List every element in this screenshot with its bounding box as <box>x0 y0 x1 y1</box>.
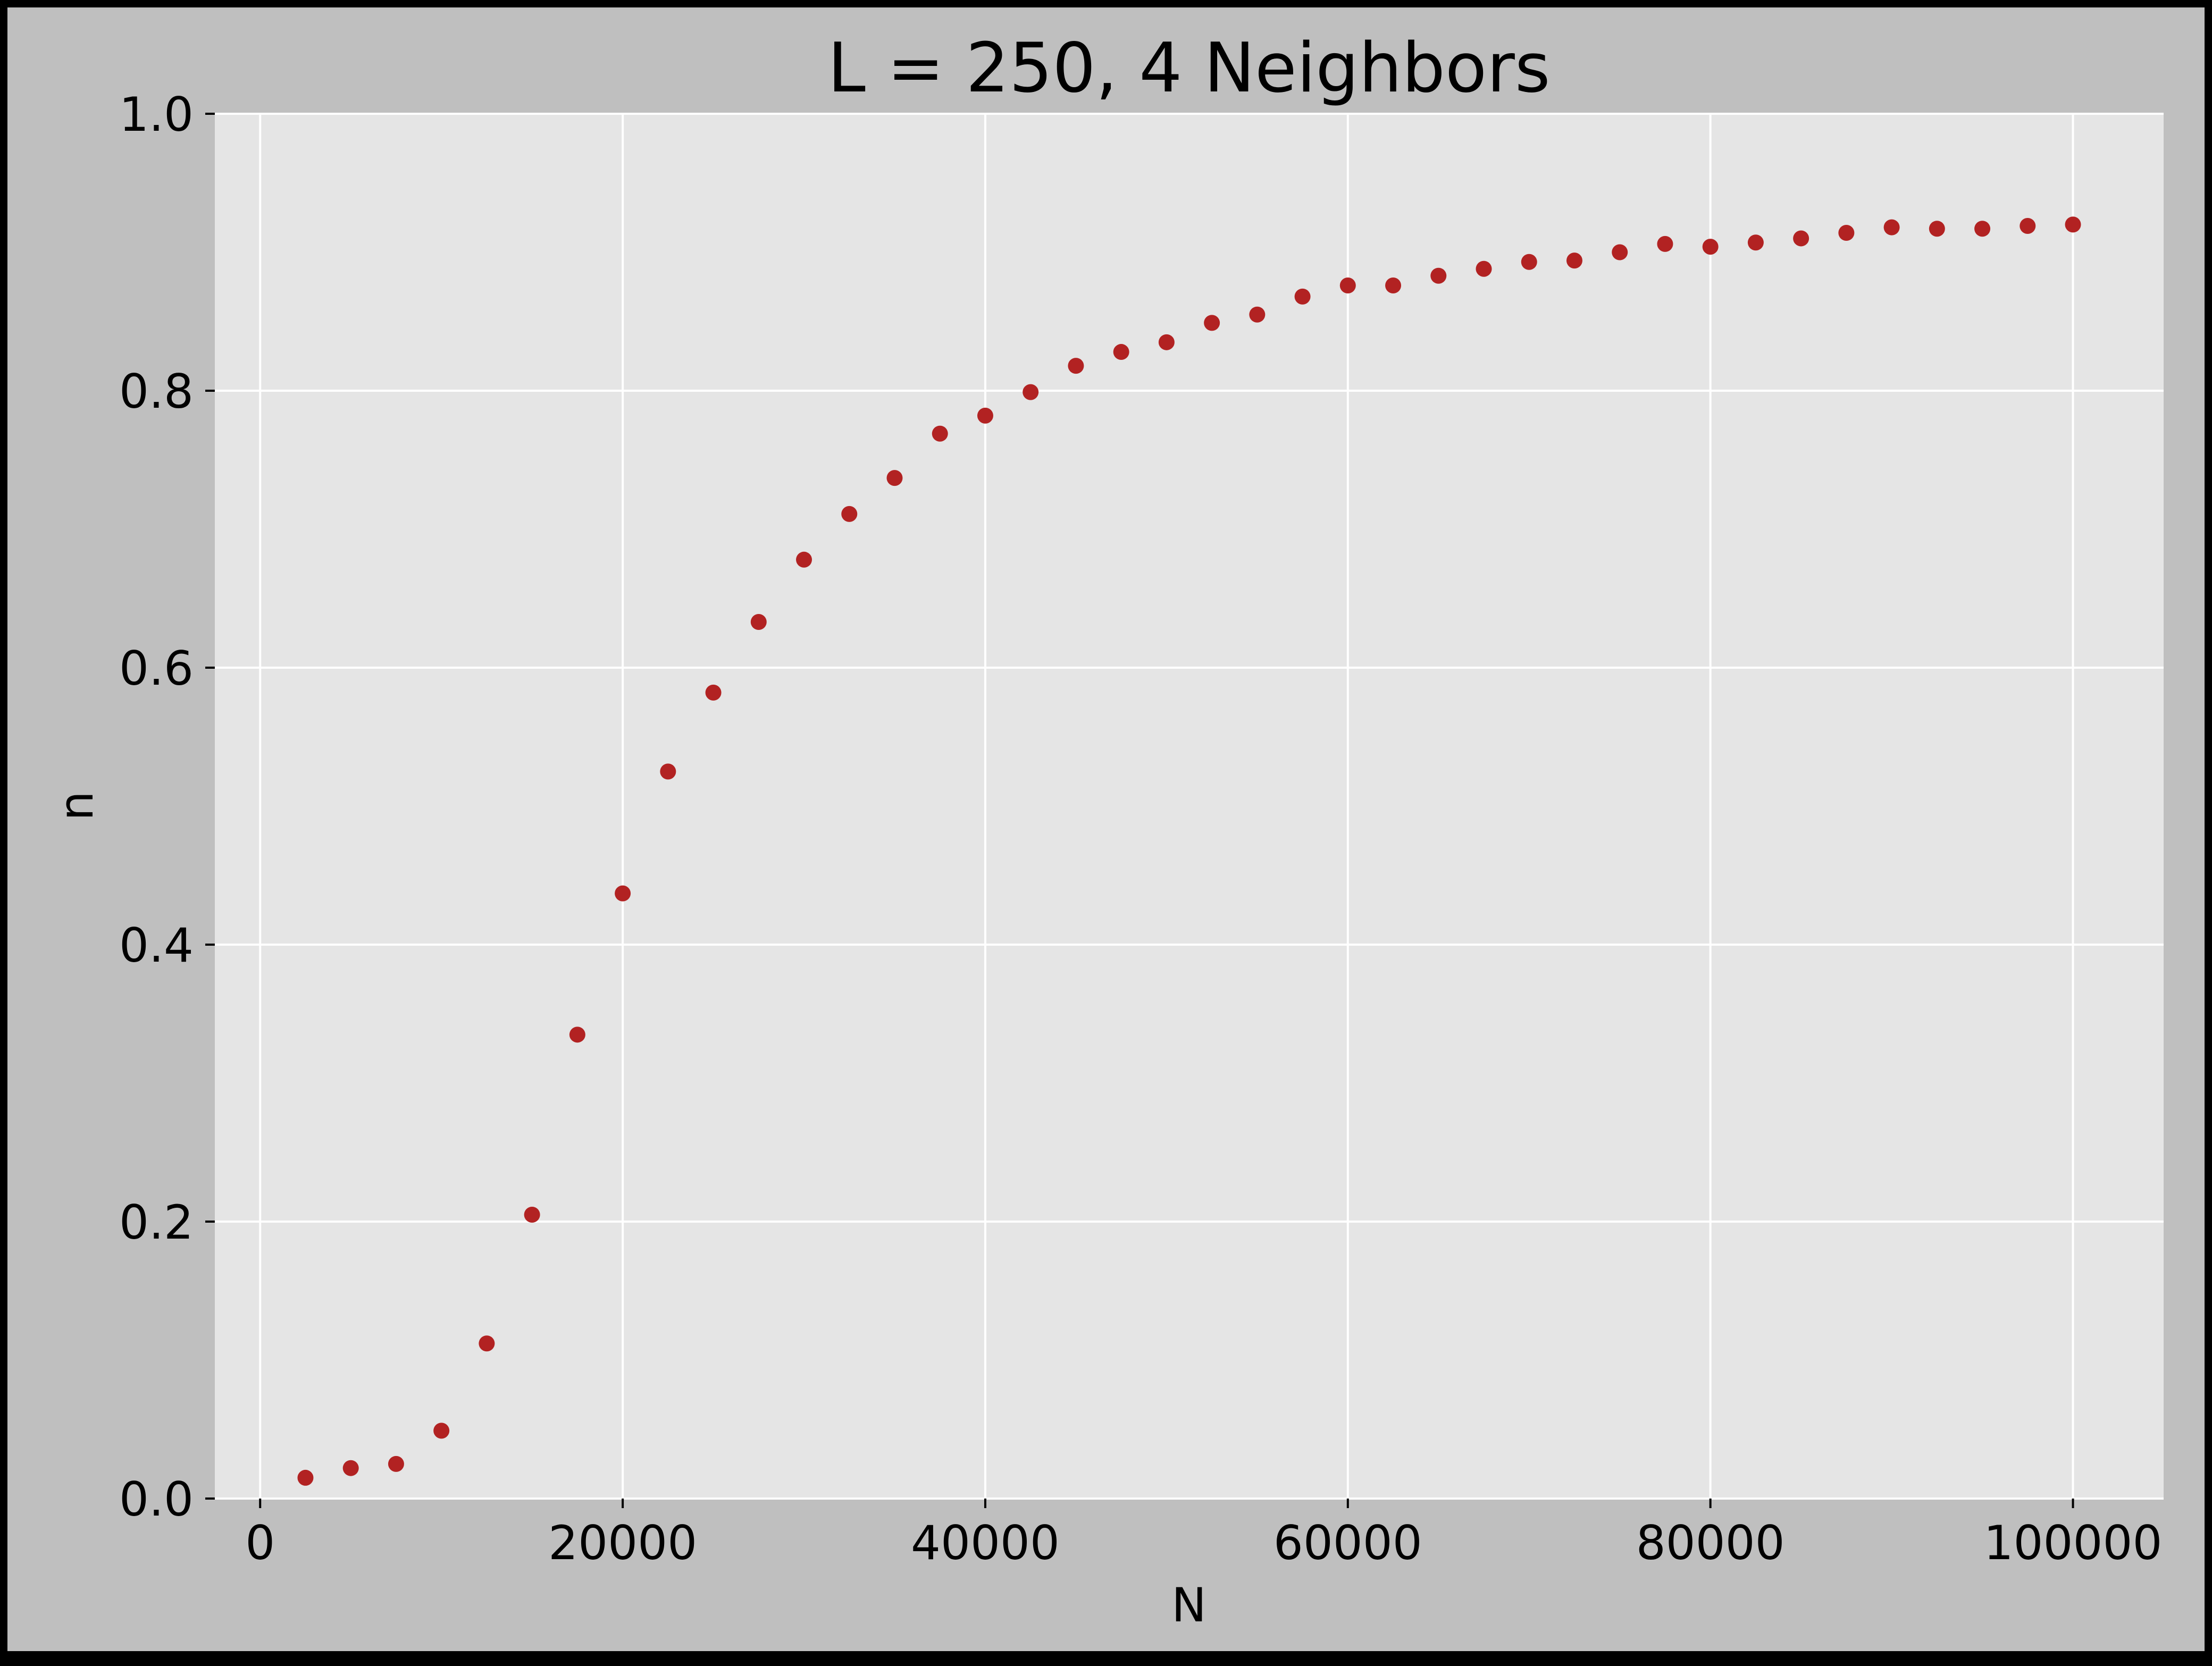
data-point <box>433 1423 450 1439</box>
data-point <box>1204 315 1220 331</box>
data-point <box>705 684 722 701</box>
chart-title: L = 250, 4 Neighbors <box>827 29 1550 108</box>
data-point <box>342 1460 359 1476</box>
x-axis-label: N <box>1171 1578 1206 1633</box>
data-point <box>1521 254 1537 270</box>
data-point <box>1385 277 1402 294</box>
plot-area <box>215 114 2164 1499</box>
data-point <box>1657 235 1673 252</box>
x-tick-label: 60000 <box>1273 1516 1422 1570</box>
data-point <box>932 425 948 442</box>
axis-ticks: 0 20000 40000 60000 80000 100000 0.0 0.2 0.4 0.6 0… <box>119 87 2162 1570</box>
y-tick-label: 0.2 <box>119 1195 194 1250</box>
data-point <box>1793 230 1809 247</box>
grid-lines <box>215 113 2164 1500</box>
data-point <box>1702 239 1719 255</box>
data-point <box>2020 218 2036 234</box>
y-axis-label: n <box>49 791 104 821</box>
y-tick-label: 0.6 <box>119 641 194 696</box>
data-point <box>388 1455 404 1472</box>
data-points <box>297 216 2081 1486</box>
x-tick-label: 80000 <box>1636 1516 1785 1570</box>
data-point <box>569 1026 585 1043</box>
y-tick-label: 1.0 <box>119 87 194 142</box>
x-tick-label: 100000 <box>1984 1516 2163 1570</box>
data-point <box>1294 288 1311 305</box>
data-point <box>2065 216 2081 233</box>
x-tick-label: 0 <box>245 1516 275 1570</box>
data-point <box>1430 267 1447 284</box>
data-point <box>796 551 812 568</box>
y-tick-label: 0.0 <box>119 1472 194 1527</box>
data-point <box>660 763 676 780</box>
y-tick-label: 0.8 <box>119 364 194 419</box>
data-point <box>1339 277 1356 294</box>
data-point <box>1476 260 1492 277</box>
x-tick-label: 40000 <box>911 1516 1060 1570</box>
data-point <box>1023 384 1039 400</box>
data-point <box>1113 344 1129 360</box>
x-tick-label: 20000 <box>548 1516 697 1570</box>
data-point <box>1974 221 1991 237</box>
data-point <box>1249 306 1266 323</box>
data-point <box>1566 253 1582 269</box>
data-point <box>524 1206 540 1223</box>
data-point <box>1838 225 1855 241</box>
data-point <box>1883 219 1900 235</box>
data-point <box>750 614 767 630</box>
data-point <box>1158 334 1175 350</box>
data-point <box>1612 244 1628 260</box>
data-point <box>841 506 858 522</box>
data-point <box>615 885 631 902</box>
data-point <box>1929 221 1945 237</box>
data-point <box>1747 234 1764 251</box>
data-point <box>1068 358 1084 374</box>
data-point <box>297 1469 314 1486</box>
data-point <box>886 470 903 486</box>
data-point <box>977 407 993 424</box>
y-tick-label: 0.4 <box>119 918 194 973</box>
data-point <box>479 1335 495 1352</box>
scatter-chart: 0 20000 40000 60000 80000 100000 0.0 0.2 0.4 0.6 0… <box>49 29 2164 1633</box>
